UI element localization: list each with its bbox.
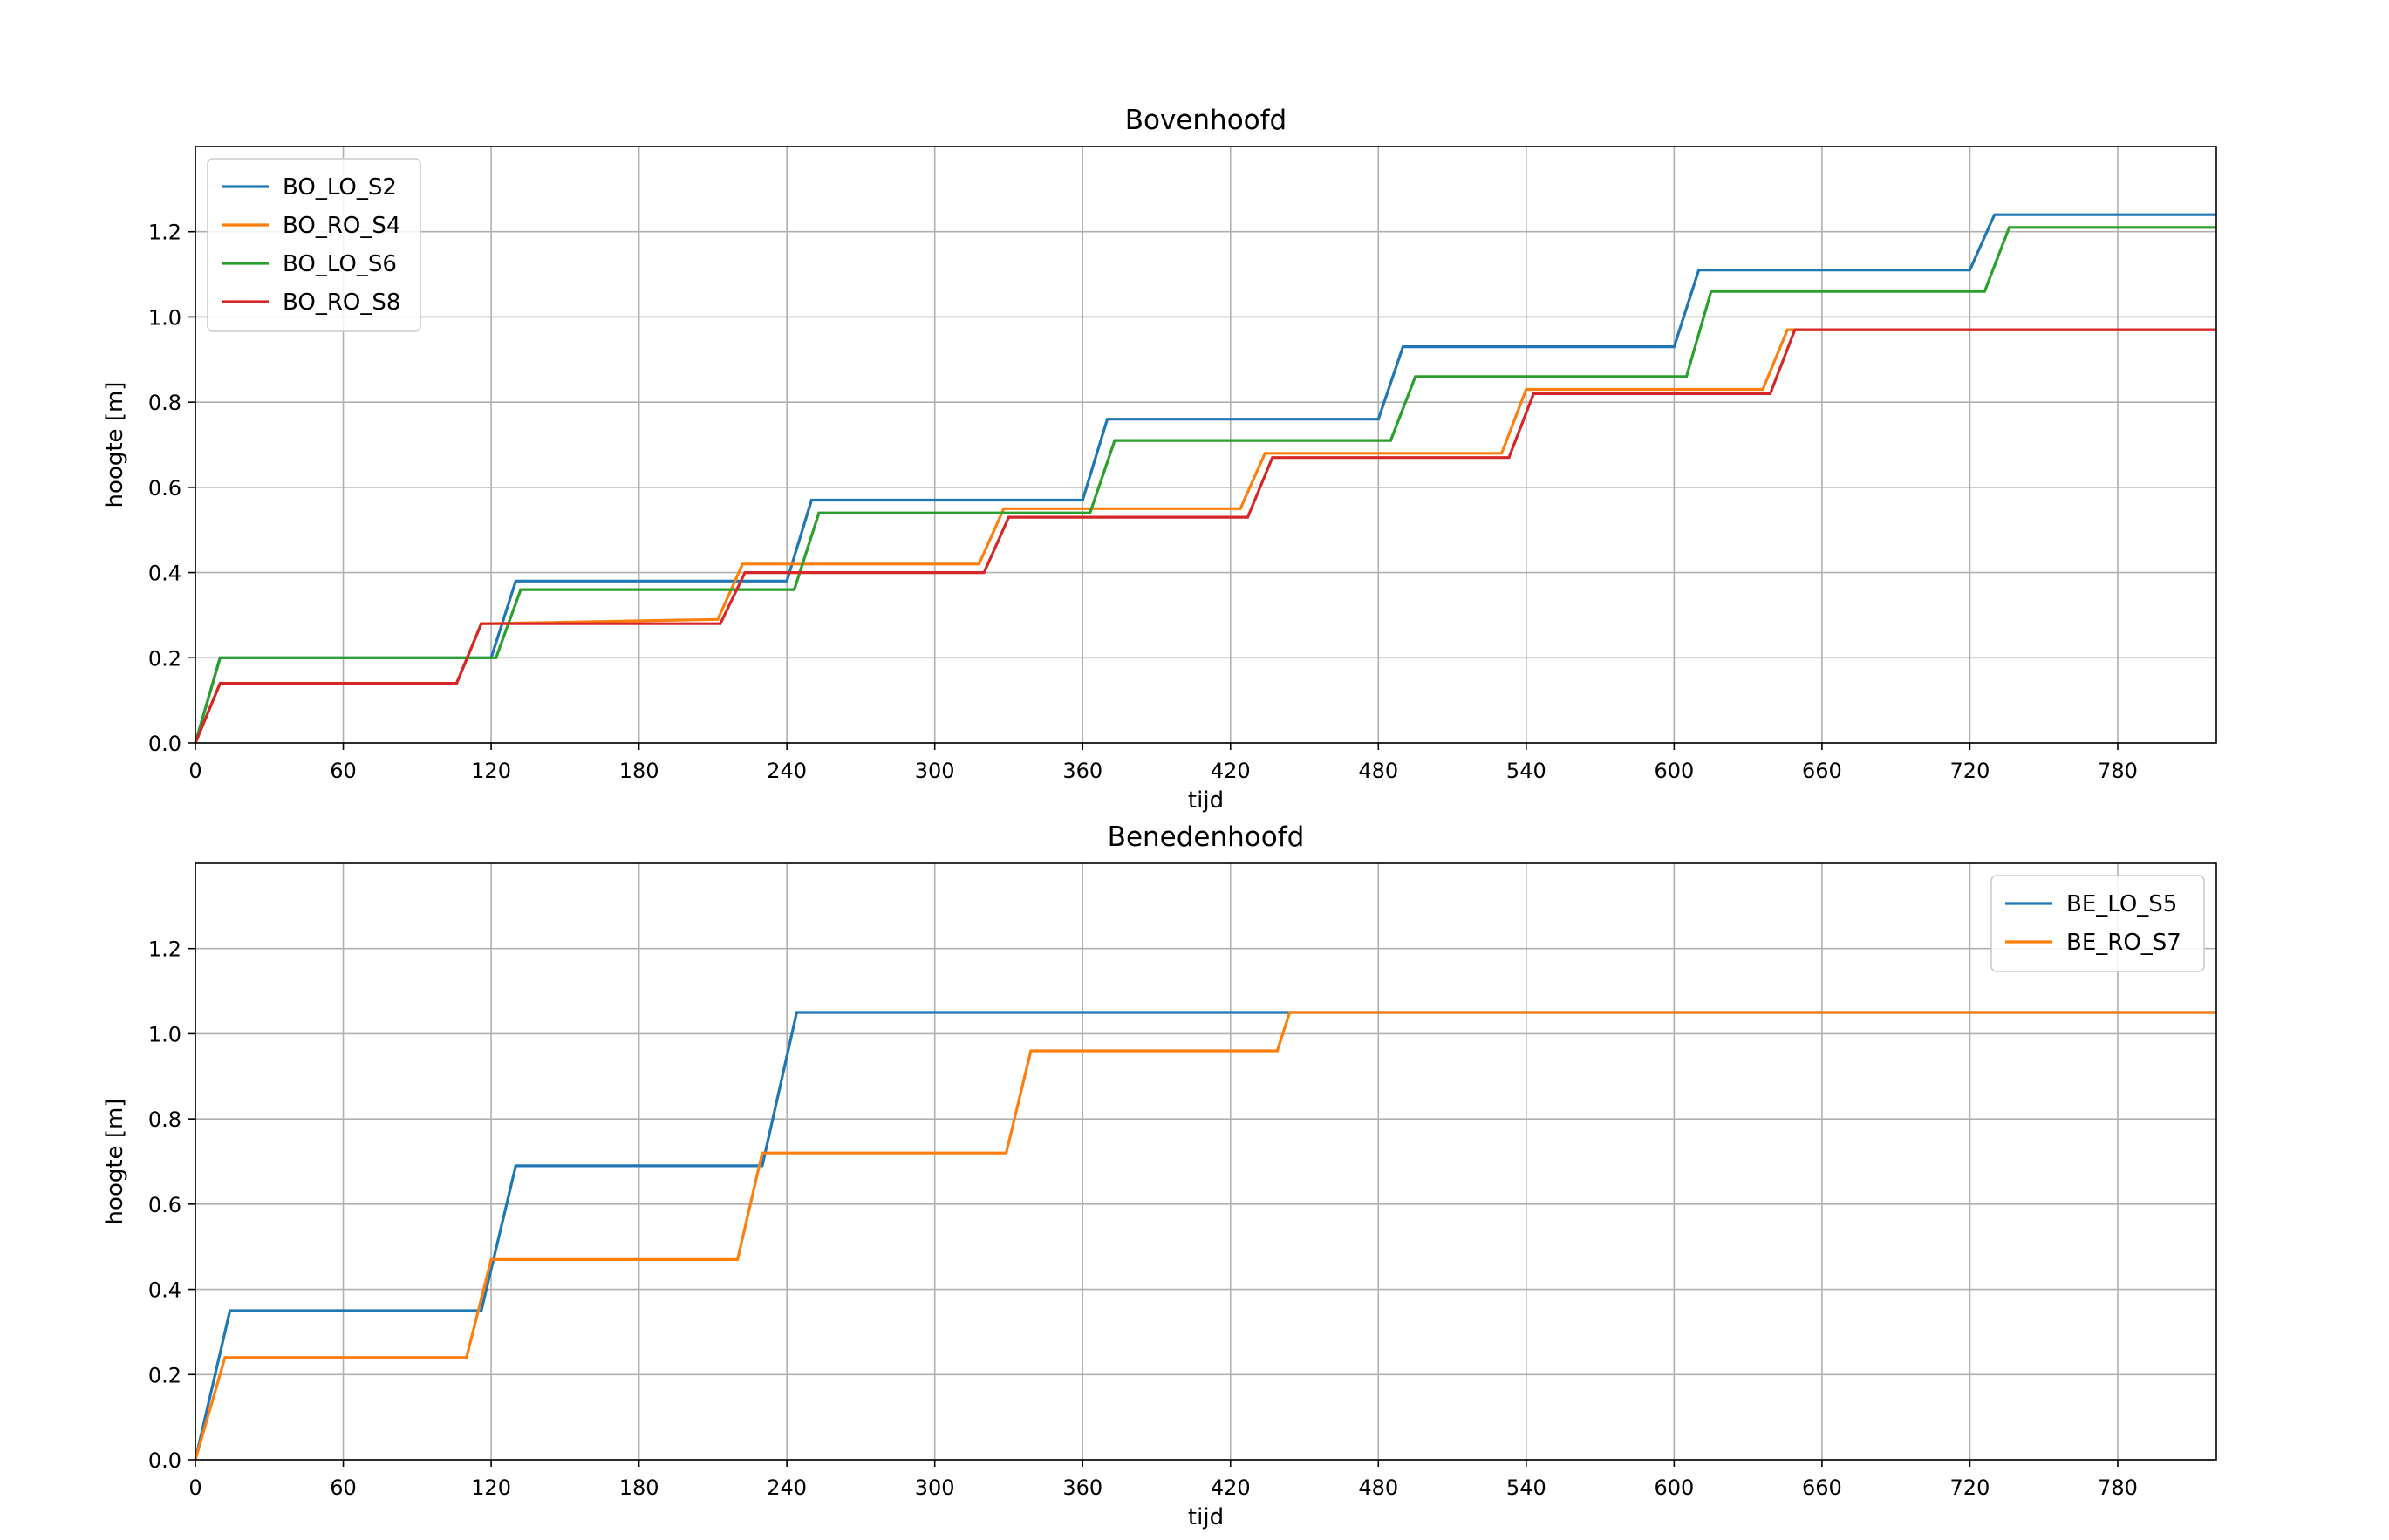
y-tick-label: 1.0 bbox=[148, 1022, 181, 1046]
x-tick-label: 480 bbox=[1358, 1475, 1398, 1500]
x-tick-label: 300 bbox=[915, 759, 955, 783]
y-axis-label: hoogte [m] bbox=[102, 1099, 128, 1225]
y-tick-label: 0.6 bbox=[148, 476, 181, 501]
series-line-BO_LO_S2 bbox=[194, 213, 2216, 744]
legend: BO_LO_S2 BO_RO_S4 BO_LO_S6 BO_RO_S8 bbox=[207, 158, 421, 332]
y-tick-label: 0.4 bbox=[148, 562, 181, 586]
legend-entry-label: BO_LO_S6 bbox=[283, 251, 397, 277]
series-line-BE_LO_S5 bbox=[194, 1011, 2216, 1461]
chart-title: Benedenhoofd bbox=[1108, 821, 1305, 853]
x-tick-label: 240 bbox=[767, 759, 807, 783]
x-tick-label: 720 bbox=[1950, 1475, 1990, 1500]
x-axis-label: tijd bbox=[1188, 1504, 1224, 1530]
series-line-BO_LO_S6 bbox=[194, 226, 2216, 744]
chart-0: 0 60 120 180 240 300 360 420 480 540 600 660 720 780 0… bbox=[102, 105, 2217, 814]
legend-box bbox=[1990, 875, 2205, 972]
x-tick-label: 660 bbox=[1802, 759, 1842, 783]
x-axis-label: tijd bbox=[1188, 787, 1224, 814]
chart-title: Bovenhoofd bbox=[1125, 105, 1287, 136]
y-tick-label: 0.2 bbox=[148, 1363, 181, 1387]
x-tick-label: 0 bbox=[188, 759, 201, 783]
x-tick-label: 120 bbox=[471, 759, 511, 783]
legend-entry-label: BE_RO_S7 bbox=[2066, 930, 2181, 956]
y-tick-label: 0.0 bbox=[148, 1448, 181, 1473]
x-tick-label: 120 bbox=[471, 1475, 511, 1500]
x-tick-label: 360 bbox=[1062, 1475, 1102, 1500]
x-tick-label: 720 bbox=[1950, 759, 1990, 783]
x-tick-label: 600 bbox=[1654, 1475, 1694, 1500]
legend-entry-label: BE_LO_S5 bbox=[2066, 891, 2177, 917]
chart-1: 0 60 120 180 240 300 360 420 480 540 600 660 720 780 0… bbox=[102, 821, 2217, 1530]
y-tick-label: 0.6 bbox=[148, 1193, 181, 1217]
legend-box bbox=[207, 158, 421, 332]
y-axis-label: hoogte [m] bbox=[102, 382, 128, 508]
y-tick-label: 0.0 bbox=[148, 732, 181, 756]
y-tick-label: 0.8 bbox=[148, 1107, 181, 1132]
x-tick-label: 60 bbox=[330, 1475, 357, 1500]
x-tick-label: 780 bbox=[2098, 1475, 2138, 1500]
x-tick-label: 480 bbox=[1358, 759, 1398, 783]
x-tick-label: 360 bbox=[1062, 759, 1102, 783]
x-tick-label: 780 bbox=[2098, 759, 2138, 783]
x-tick-label: 420 bbox=[1211, 1475, 1251, 1500]
x-tick-label: 540 bbox=[1506, 1475, 1546, 1500]
charts-container: 0 60 120 180 240 300 360 420 480 540 600 660 720 7800… bbox=[102, 105, 2217, 1530]
x-tick-label: 0 bbox=[188, 1475, 201, 1500]
x-tick-label: 240 bbox=[767, 1475, 807, 1500]
x-tick-label: 660 bbox=[1802, 1475, 1842, 1500]
plot-frame bbox=[195, 146, 2217, 744]
y-tick-label: 0.4 bbox=[148, 1278, 181, 1303]
legend-entry-label: BO_RO_S8 bbox=[283, 290, 400, 316]
y-tick-label: 1.2 bbox=[148, 937, 181, 962]
x-tick-label: 420 bbox=[1211, 759, 1251, 783]
x-tick-label: 60 bbox=[330, 759, 357, 783]
y-tick-label: 1.2 bbox=[148, 221, 181, 245]
legend-entry-label: BO_RO_S4 bbox=[283, 213, 400, 239]
y-tick-label: 0.8 bbox=[148, 391, 181, 415]
plot-frame bbox=[195, 862, 2217, 1461]
legend-entry-label: BO_LO_S2 bbox=[283, 174, 397, 201]
series-line-BE_RO_S7 bbox=[194, 1011, 2216, 1461]
legend: BE_LO_S5 BE_RO_S7 bbox=[1990, 875, 2205, 972]
x-tick-label: 180 bbox=[619, 1475, 659, 1500]
x-tick-label: 180 bbox=[619, 759, 659, 783]
y-tick-label: 1.0 bbox=[148, 305, 181, 330]
y-tick-label: 0.2 bbox=[148, 646, 181, 671]
series-line-BO_RO_S8 bbox=[194, 328, 2216, 744]
x-tick-label: 600 bbox=[1654, 759, 1694, 783]
x-tick-label: 540 bbox=[1506, 759, 1546, 783]
x-tick-label: 300 bbox=[915, 1475, 955, 1500]
